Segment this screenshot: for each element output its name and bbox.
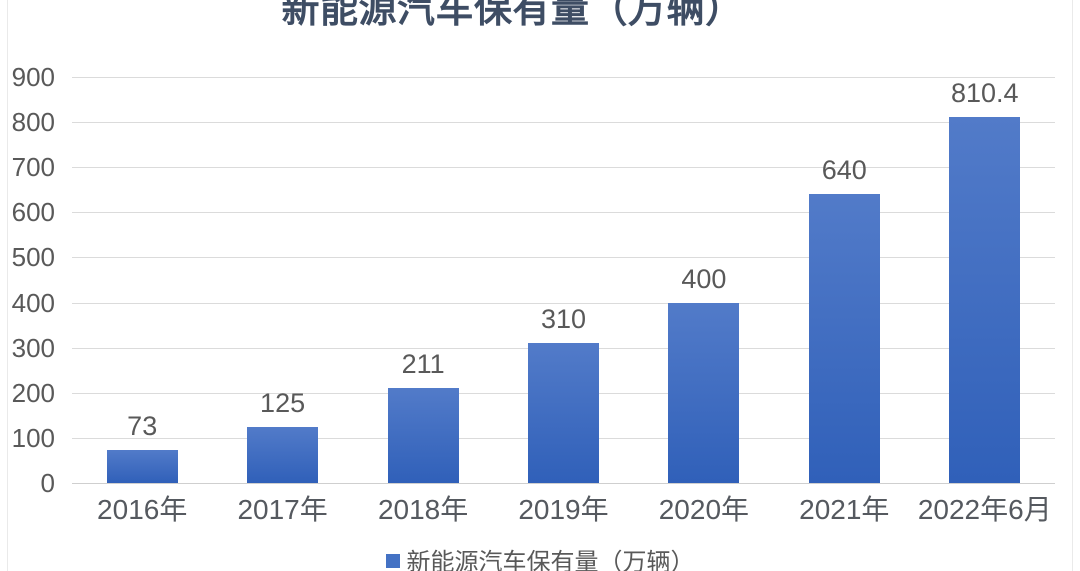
gridline-500 [72, 257, 1055, 259]
gridline-700 [72, 167, 1055, 169]
y-axis-tick-label: 100 [11, 422, 55, 453]
chart-right-border [1072, 0, 1073, 571]
bar-2022年6月 [949, 117, 1021, 483]
bar-2019年 [528, 343, 599, 483]
y-axis-tick-label: 200 [11, 377, 55, 408]
y-axis-tick-label: 900 [11, 62, 55, 92]
legend-label: 新能源汽车保有量（万辆） [406, 549, 695, 571]
x-axis-category-label: 2018年 [377, 494, 469, 525]
y-axis-tick-label: 800 [11, 107, 55, 138]
bar-2018年 [387, 387, 459, 483]
y-axis-tick-label: 300 [11, 332, 55, 363]
x-axis-category-label: 2019年 [518, 494, 609, 525]
bar-value-label: 211 [401, 348, 445, 379]
gridline-0 [72, 483, 1055, 484]
y-axis-tick-label: 0 [40, 468, 55, 498]
gridline-800 [72, 122, 1055, 124]
legend: 新能源汽车保有量（万辆） [0, 548, 1080, 571]
x-axis-category-label: 2016年 [97, 494, 188, 525]
gridline-900 [72, 77, 1055, 78]
bar-2017年 [247, 426, 319, 483]
bar-value-label: 125 [260, 387, 306, 418]
y-axis-tick-label: 400 [11, 287, 55, 318]
x-axis-category-label: 2017年 [237, 494, 328, 525]
gridline-400 [72, 302, 1055, 304]
x-axis-category-label: 2022年6月 [917, 494, 1052, 525]
legend-swatch-icon [385, 554, 400, 568]
bar-value-label: 310 [540, 304, 587, 335]
bar-value-label: 640 [821, 155, 867, 186]
y-axis-tick-label: 700 [11, 152, 55, 183]
x-axis-category-label: 2020年 [658, 494, 750, 525]
bar-2021年 [808, 194, 880, 483]
x-axis: 2016年 2017年 2018年 2019年 2020年 2021年 2022年6月 [72, 495, 1055, 527]
bar-2016年 [106, 450, 178, 483]
x-axis-category-label: 2021年 [799, 494, 890, 525]
gridline-600 [72, 212, 1055, 214]
y-axis-tick-label: 500 [11, 242, 55, 273]
bar-2020年 [668, 302, 740, 483]
plot-area: 73 125 211 310 400 640 810.4 [72, 77, 1055, 484]
chart-left-border [7, 0, 8, 571]
bar-value-label: 400 [681, 263, 727, 294]
y-axis-tick-label: 600 [11, 197, 55, 228]
bar-value-label: 810.4 [951, 78, 1019, 109]
chart-title: 新能源汽车保有量（万辆） [281, 0, 744, 31]
bar-value-label: 73 [127, 411, 158, 442]
